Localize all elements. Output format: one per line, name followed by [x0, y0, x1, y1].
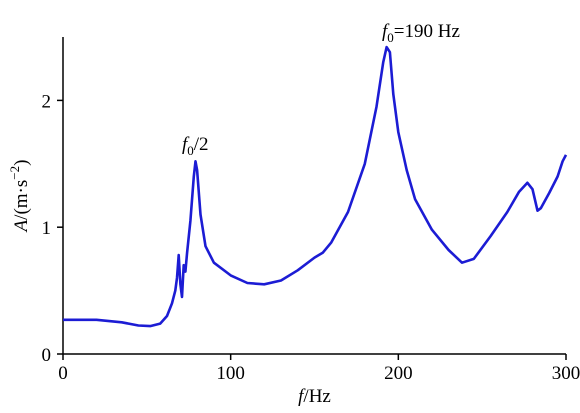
y-axis-label: A/(m·s−2)	[7, 160, 32, 234]
x-label-part: f	[298, 386, 306, 407]
annotation: f0/2	[182, 134, 209, 158]
y-tick-label: 1	[42, 218, 52, 239]
annotation-part: 0	[387, 30, 394, 45]
annotation-part: /2	[194, 134, 209, 155]
y-tick-label: 2	[42, 91, 52, 112]
x-label-part: /Hz	[303, 386, 330, 407]
y-label-part: A	[11, 219, 32, 233]
annotation-part: 0	[187, 143, 194, 158]
data-line	[63, 45, 568, 328]
annotation-part: f	[182, 134, 190, 155]
x-tick-label: 300	[552, 363, 580, 384]
y-label-part: )	[11, 160, 32, 166]
x-axis-label: f/Hz	[298, 386, 331, 407]
annotation-part: f	[382, 21, 390, 42]
annotation-part: =190 Hz	[394, 21, 460, 42]
y-tick-label: 0	[42, 345, 52, 366]
annotation: f0=190 Hz	[382, 21, 460, 45]
x-tick-label: 200	[384, 363, 413, 384]
y-label-part: −2	[7, 166, 22, 180]
x-tick-label: 100	[216, 363, 245, 384]
y-label-part: /(m·s	[11, 180, 32, 220]
x-tick-label: 0	[58, 363, 68, 384]
